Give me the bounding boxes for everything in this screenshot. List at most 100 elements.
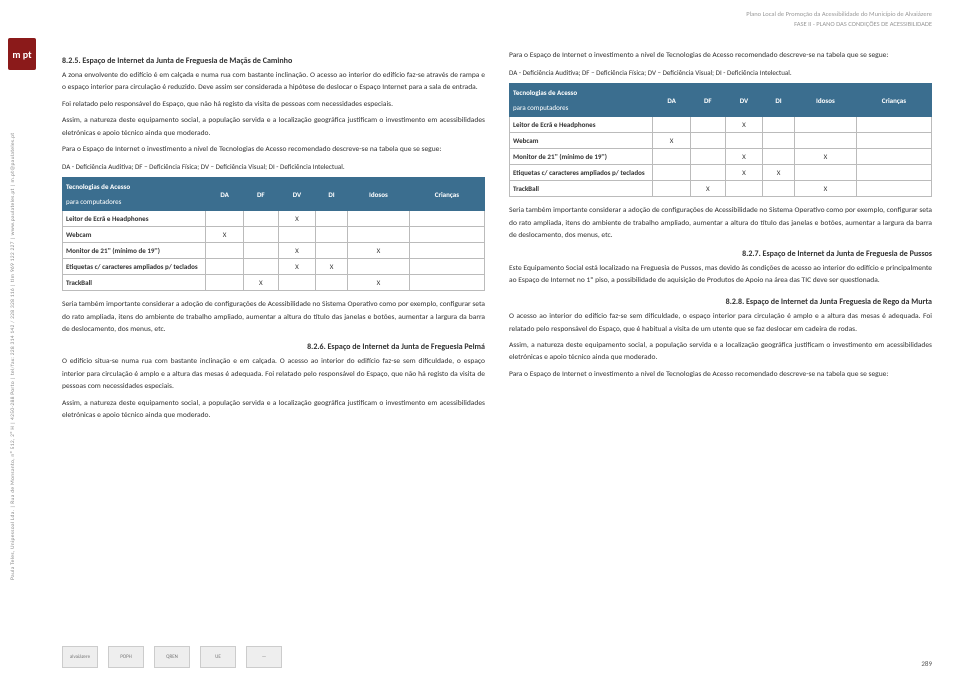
section-827-title: 8.2.7. Espaço de Internet da Junta de Fr… xyxy=(509,249,932,259)
table-cell xyxy=(856,165,931,181)
table-cell: X xyxy=(725,117,762,133)
table-row-label: Webcam xyxy=(510,133,653,149)
table-row-label: Webcam xyxy=(63,227,206,243)
section-826-p1: O edifício situa-se numa rua com bastant… xyxy=(62,356,485,393)
table-cell: X xyxy=(278,243,315,259)
footer-logo: UE xyxy=(200,646,236,668)
table-cell xyxy=(763,133,795,149)
col-di: DI xyxy=(316,178,348,211)
section-826-title: 8.2.6. Espaço de Internet da Junta de Fr… xyxy=(62,342,485,352)
table-cell xyxy=(243,211,278,227)
table-head-main-r: Tecnologias de Acesso xyxy=(513,88,649,97)
table-cell xyxy=(243,243,278,259)
table-cell xyxy=(243,227,278,243)
footer-logos: alvaiázere POPH QREN UE — xyxy=(62,646,282,668)
table-cell: X xyxy=(347,243,409,259)
table-cell xyxy=(763,181,795,197)
legend-right: DA - Deficiência Auditiva; DF – Deficiên… xyxy=(509,68,932,77)
page-number: 289 xyxy=(921,659,932,668)
section-828-p3: Para o Espaço de Internet o investimento… xyxy=(509,369,932,381)
table-cell: X xyxy=(347,275,409,291)
col-dv-r: DV xyxy=(725,84,762,117)
col-criancas: Crianças xyxy=(409,178,484,211)
access-table-right: Tecnologias de Acesso para computadores … xyxy=(509,83,932,197)
table-cell xyxy=(316,227,348,243)
table-cell: X xyxy=(794,181,856,197)
table-cell xyxy=(316,275,348,291)
table-cell xyxy=(856,181,931,197)
table-head-main: Tecnologias de Acesso xyxy=(66,182,202,191)
table-cell: X xyxy=(316,259,348,275)
table-row-label: Leitor de Ecrã e Headphones xyxy=(63,211,206,227)
col-da-r: DA xyxy=(653,84,690,117)
col-idosos-r: Idosos xyxy=(794,84,856,117)
table-cell xyxy=(690,117,725,133)
col-criancas-r: Crianças xyxy=(856,84,931,117)
table-cell xyxy=(653,181,690,197)
section-828-title: 8.2.8. Espaço de Internet da Junta Fregu… xyxy=(509,297,932,307)
table-cell: X xyxy=(653,133,690,149)
table-head-sub: para computadores xyxy=(66,197,202,206)
table-cell xyxy=(690,165,725,181)
table-cell: X xyxy=(690,181,725,197)
table-cell xyxy=(794,117,856,133)
table-cell xyxy=(856,149,931,165)
table-row-label: Etiquetas c/ caracteres ampliados p/ tec… xyxy=(63,259,206,275)
col-da: DA xyxy=(206,178,243,211)
table-cell xyxy=(794,133,856,149)
table-cell xyxy=(409,227,484,243)
section-828-p1: O acesso ao interior do edifício faz-se … xyxy=(509,311,932,336)
table-cell: X xyxy=(278,259,315,275)
footer-logo: QREN xyxy=(154,646,190,668)
table-cell: X xyxy=(725,165,762,181)
table-row-label: Monitor de 21'' (mínimo de 19'') xyxy=(63,243,206,259)
table-cell xyxy=(653,165,690,181)
table-cell xyxy=(653,149,690,165)
table-cell xyxy=(278,227,315,243)
table-cell xyxy=(409,275,484,291)
legend-left: DA - Deficiência Auditiva; DF – Deficiên… xyxy=(62,162,485,171)
footer-logo: — xyxy=(246,646,282,668)
table-cell xyxy=(794,165,856,181)
table-cell: X xyxy=(725,149,762,165)
section-825-p1: A zona envolvente do edifício é em calça… xyxy=(62,70,485,95)
section-827-p1: Este Equipamento Social está localizado … xyxy=(509,263,932,288)
table-head-sub-r: para computadores xyxy=(513,103,649,112)
table-cell xyxy=(278,275,315,291)
table-cell xyxy=(347,227,409,243)
table-body-right: Leitor de Ecrã e HeadphonesXWebcamXMonit… xyxy=(510,117,932,197)
table-cell xyxy=(206,259,243,275)
col-df: DF xyxy=(243,178,278,211)
col-df-r: DF xyxy=(690,84,725,117)
table-body-left: Leitor de Ecrã e Headphones X Webcam X Monit… xyxy=(63,211,485,291)
table-cell xyxy=(316,211,348,227)
footer-logo: alvaiázere xyxy=(62,646,98,668)
table-cell xyxy=(206,211,243,227)
table-cell xyxy=(243,259,278,275)
table-row-label: Leitor de Ecrã e Headphones xyxy=(510,117,653,133)
section-825-title: 8.2.5. Espaço de Internet da Junta de Fr… xyxy=(62,56,485,66)
table-cell xyxy=(763,149,795,165)
footer-logo: POPH xyxy=(108,646,144,668)
section-826-p2: Assim, a natureza deste equipamento soci… xyxy=(62,398,485,423)
table-row-label: Monitor de 21'' (mínimo de 19'') xyxy=(510,149,653,165)
table-row-label: Etiquetas c/ caracteres ampliados p/ tec… xyxy=(510,165,653,181)
table-cell xyxy=(409,243,484,259)
table-cell xyxy=(725,181,762,197)
header-line1: Plano Local de Promoção da Acessibilidad… xyxy=(746,10,932,18)
right-column: Para o Espaço de Internet o investimento… xyxy=(509,50,932,426)
table-cell xyxy=(725,133,762,149)
table-cell xyxy=(409,259,484,275)
right-os-paragraph: Seria também importante considerar a ado… xyxy=(509,205,932,242)
table-cell: X xyxy=(278,211,315,227)
table-row-label: TrackBall xyxy=(510,181,653,197)
table-cell xyxy=(856,117,931,133)
table-cell: X xyxy=(794,149,856,165)
section-825-p3: Assim, a natureza deste equipamento soci… xyxy=(62,115,485,140)
table-row-label: TrackBall xyxy=(63,275,206,291)
col-di-r: DI xyxy=(763,84,795,117)
brand-logo: m pt xyxy=(8,38,36,70)
header-line2: FASE II - PLANO DAS CONDIÇÕES DE ACESSIB… xyxy=(746,20,932,28)
doc-header: Plano Local de Promoção da Acessibilidad… xyxy=(746,10,932,28)
table-cell xyxy=(856,133,931,149)
